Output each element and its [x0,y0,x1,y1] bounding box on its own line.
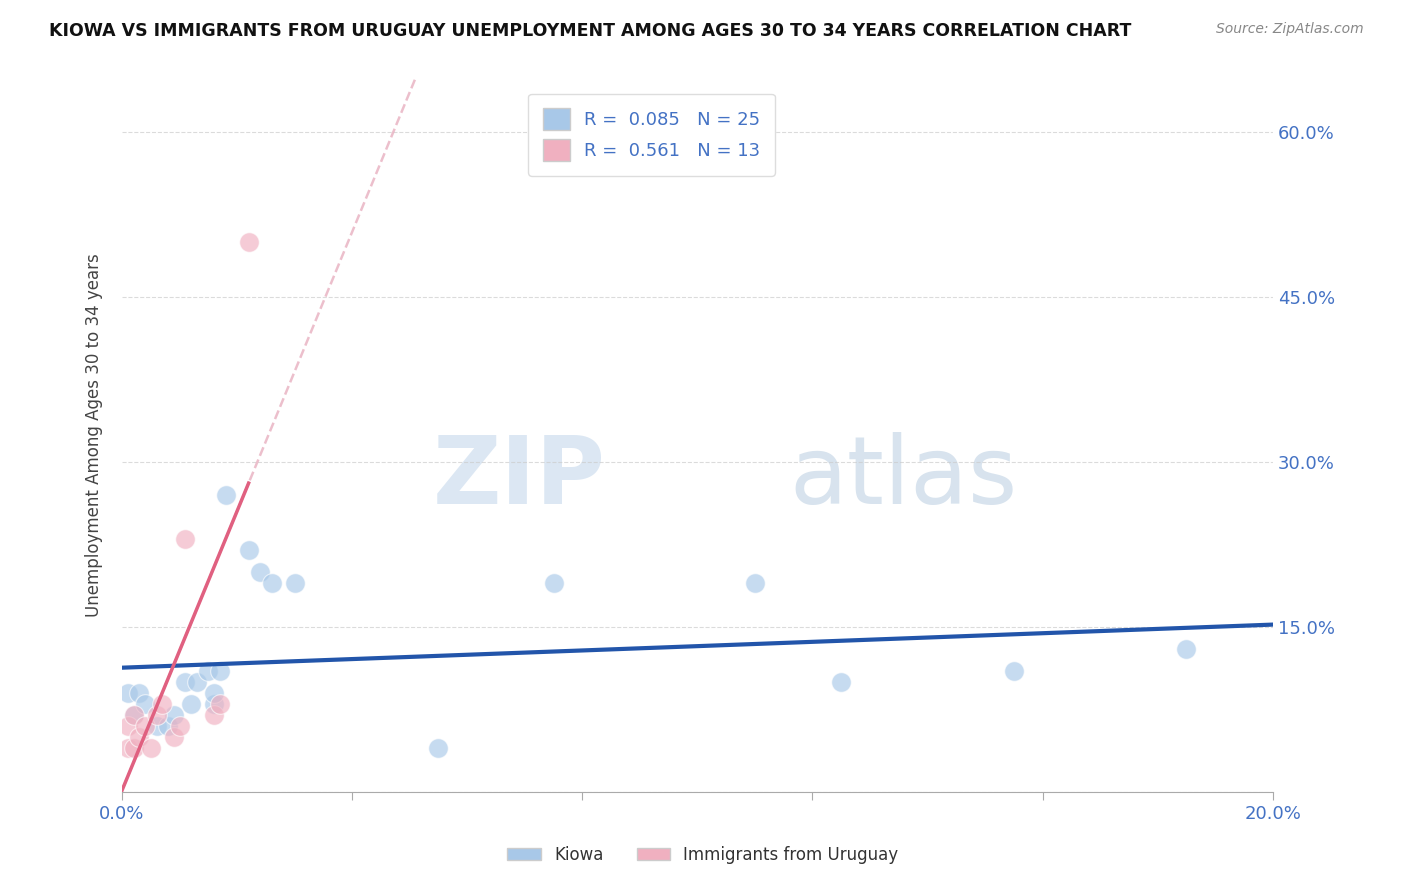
Point [122,708,145,723]
Point [208,698,231,712]
Point [180,698,202,712]
Point [1175,642,1198,657]
Point [830,675,852,690]
Point [284,576,307,591]
Point [249,566,271,580]
Point [139,741,162,756]
Point [202,698,225,712]
Point [145,708,167,723]
Text: Source: ZipAtlas.com: Source: ZipAtlas.com [1216,22,1364,37]
Point [163,731,186,745]
Point [128,686,150,700]
Y-axis label: Unemployment Among Ages 30 to 34 years: Unemployment Among Ages 30 to 34 years [86,253,103,616]
Point [117,741,139,756]
Point [150,698,173,712]
Point [122,741,145,756]
Point [214,488,236,502]
Point [134,719,156,733]
Point [128,731,150,745]
Legend: Kiowa, Immigrants from Uruguay: Kiowa, Immigrants from Uruguay [501,839,905,871]
Point [202,686,225,700]
Point [134,698,156,712]
Point [186,675,208,690]
Point [157,719,180,733]
Point [117,686,139,700]
Point [174,675,197,690]
Point [1002,665,1025,679]
Point [145,719,167,733]
Point [744,576,766,591]
Text: KIOWA VS IMMIGRANTS FROM URUGUAY UNEMPLOYMENT AMONG AGES 30 TO 34 YEARS CORRELAT: KIOWA VS IMMIGRANTS FROM URUGUAY UNEMPLO… [49,22,1132,40]
Point [427,741,450,756]
Point [117,719,139,733]
Point [197,665,219,679]
Legend: R =  0.085   N = 25, R =  0.561   N = 13: R = 0.085 N = 25, R = 0.561 N = 13 [529,94,775,176]
Text: ZIP: ZIP [433,432,606,524]
Point [122,708,145,723]
Point [163,708,186,723]
Point [169,719,191,733]
Point [260,576,283,591]
Text: atlas: atlas [790,432,1018,524]
Point [543,576,565,591]
Point [202,708,225,723]
Point [174,533,197,547]
Point [238,235,260,250]
Point [208,665,231,679]
Point [238,543,260,558]
